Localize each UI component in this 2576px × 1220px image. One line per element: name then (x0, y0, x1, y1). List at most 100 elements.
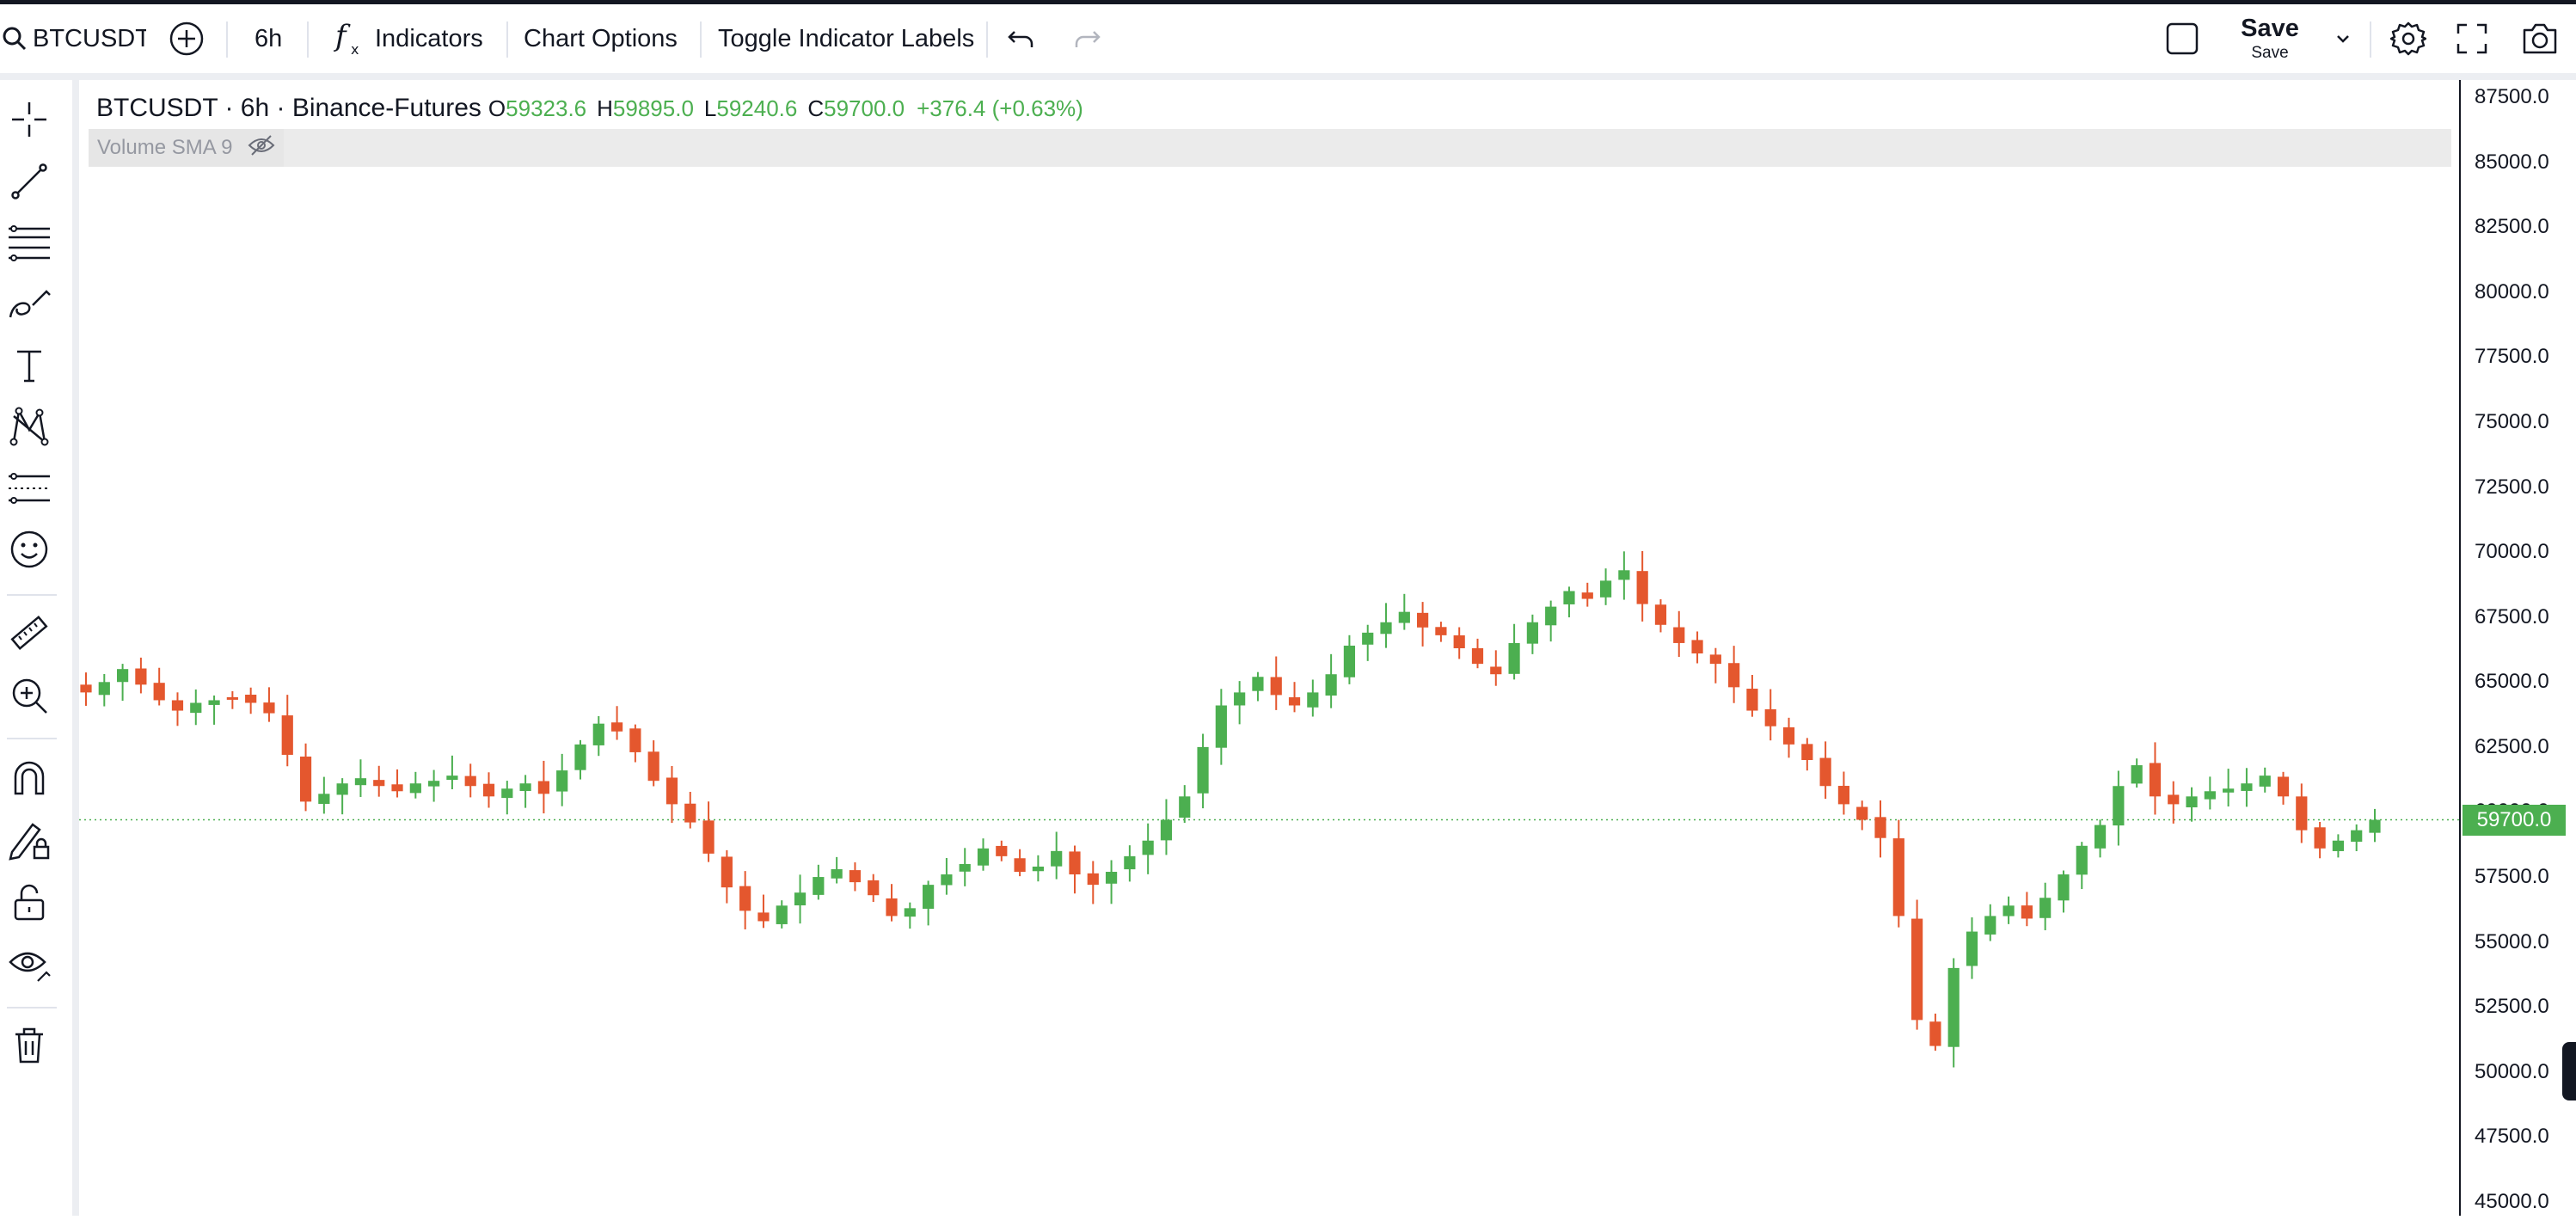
candle (794, 874, 807, 924)
candle (501, 781, 513, 815)
candle (1947, 958, 1960, 1068)
pattern-tool[interactable] (5, 404, 53, 452)
price-tick-label: 75000.0 (2475, 409, 2549, 433)
candle (1087, 861, 1099, 904)
candle (2204, 776, 2216, 810)
lock-drawing-icon (7, 818, 52, 867)
compare-button[interactable] (168, 4, 205, 73)
crosshair-tool[interactable] (5, 97, 53, 145)
lock-all-tool[interactable] (5, 880, 53, 928)
candle (1453, 627, 1465, 659)
redo-button[interactable] (1071, 4, 1102, 73)
toolbar-divider (986, 21, 988, 58)
fullscreen-button[interactable] (2455, 4, 2489, 73)
candle (923, 880, 935, 926)
candle (1709, 647, 1721, 684)
candle (959, 848, 971, 886)
text-tool[interactable] (5, 343, 53, 391)
square-icon (2165, 21, 2199, 56)
remove-drawings-tool[interactable] (5, 1022, 53, 1070)
toggle-indicator-labels-button[interactable]: Toggle Indicator Labels (718, 4, 974, 73)
candle (2168, 781, 2180, 824)
chart-pane[interactable] (79, 80, 2459, 1216)
candle (1966, 917, 1978, 979)
price-tick-label: 47500.0 (2475, 1125, 2549, 1149)
legend-low-label: L (703, 95, 717, 121)
ruler-tool[interactable] (5, 611, 53, 659)
chart-options-button[interactable]: Chart Options (524, 4, 678, 73)
price-tick-label: 85000.0 (2475, 150, 2549, 174)
candle (1581, 582, 1593, 607)
candle (1270, 656, 1282, 710)
candlestick-chart[interactable] (79, 80, 2459, 1216)
candle (684, 791, 696, 829)
save-menu-button[interactable] (2334, 4, 2352, 73)
candle (391, 769, 403, 798)
zoom-in-tool[interactable] (5, 673, 53, 721)
layout-button[interactable] (2165, 4, 2199, 73)
ruler-icon (7, 611, 52, 660)
candle (1654, 599, 1667, 633)
candle (2241, 768, 2253, 807)
save-button[interactable]: Save Save (2241, 4, 2299, 73)
prediction-icon (7, 468, 52, 513)
settings-button[interactable] (2390, 4, 2426, 73)
side-panel-handle[interactable] (2562, 1042, 2576, 1100)
candle (1490, 650, 1502, 686)
price-tick-label: 50000.0 (2475, 1059, 2549, 1083)
candle (80, 672, 92, 706)
candle (409, 771, 421, 799)
symbol-input[interactable]: BTCUSDT (33, 24, 146, 52)
candle (556, 753, 568, 806)
price-tick-label: 65000.0 (2475, 670, 2549, 694)
last-price-label: 59700.0 (2463, 804, 2566, 836)
candle (2021, 892, 2033, 927)
interval-button[interactable]: 6h (255, 4, 282, 73)
candle (1362, 624, 1374, 661)
candle (2332, 834, 2345, 858)
undo-icon (1006, 23, 1037, 54)
candle (2351, 824, 2363, 852)
candle (537, 760, 550, 814)
candle (941, 857, 953, 895)
candle (904, 902, 916, 929)
candle (1124, 845, 1136, 882)
candle (2149, 742, 2162, 815)
legend-low-value: 59240.6 (716, 95, 798, 121)
candle (1636, 551, 1648, 622)
candle (2003, 896, 2015, 924)
price-tick-label: 72500.0 (2475, 475, 2549, 499)
candle (1691, 631, 1703, 664)
brush-tool[interactable] (5, 281, 53, 329)
magnet-tool[interactable] (5, 756, 53, 804)
symbol-search[interactable]: BTCUSDT (0, 4, 146, 73)
zoom-in-icon (9, 675, 50, 720)
candle (702, 801, 715, 862)
emoji-tool[interactable] (5, 527, 53, 575)
eye-off-icon[interactable] (232, 133, 275, 163)
undo-button[interactable] (1006, 4, 1037, 73)
price-tick-label: 70000.0 (2475, 540, 2549, 564)
candle (2076, 842, 2088, 890)
candle (1618, 551, 1630, 600)
hide-drawings-tool[interactable] (5, 941, 53, 990)
magnet-icon (9, 757, 50, 803)
price-axis[interactable]: 87500.0 85000.0 82500.0 80000.0 77500.0 75000… (2459, 80, 2576, 1216)
price-tick-label: 62500.0 (2475, 734, 2549, 758)
lock-drawing-tool[interactable] (5, 818, 53, 866)
trend-line-tool[interactable] (5, 159, 53, 207)
candle (2369, 808, 2381, 843)
candle (849, 862, 862, 892)
fib-lines-tool[interactable] (5, 220, 53, 268)
screenshot-button[interactable] (2521, 4, 2559, 73)
candle (482, 772, 495, 808)
trash-icon (9, 1024, 50, 1070)
prediction-tool[interactable] (5, 466, 53, 514)
legend-close-label: C (807, 95, 825, 121)
indicator-volume-sma[interactable]: Volume SMA 9 (89, 129, 285, 167)
candle (610, 706, 623, 740)
candle (776, 900, 788, 929)
